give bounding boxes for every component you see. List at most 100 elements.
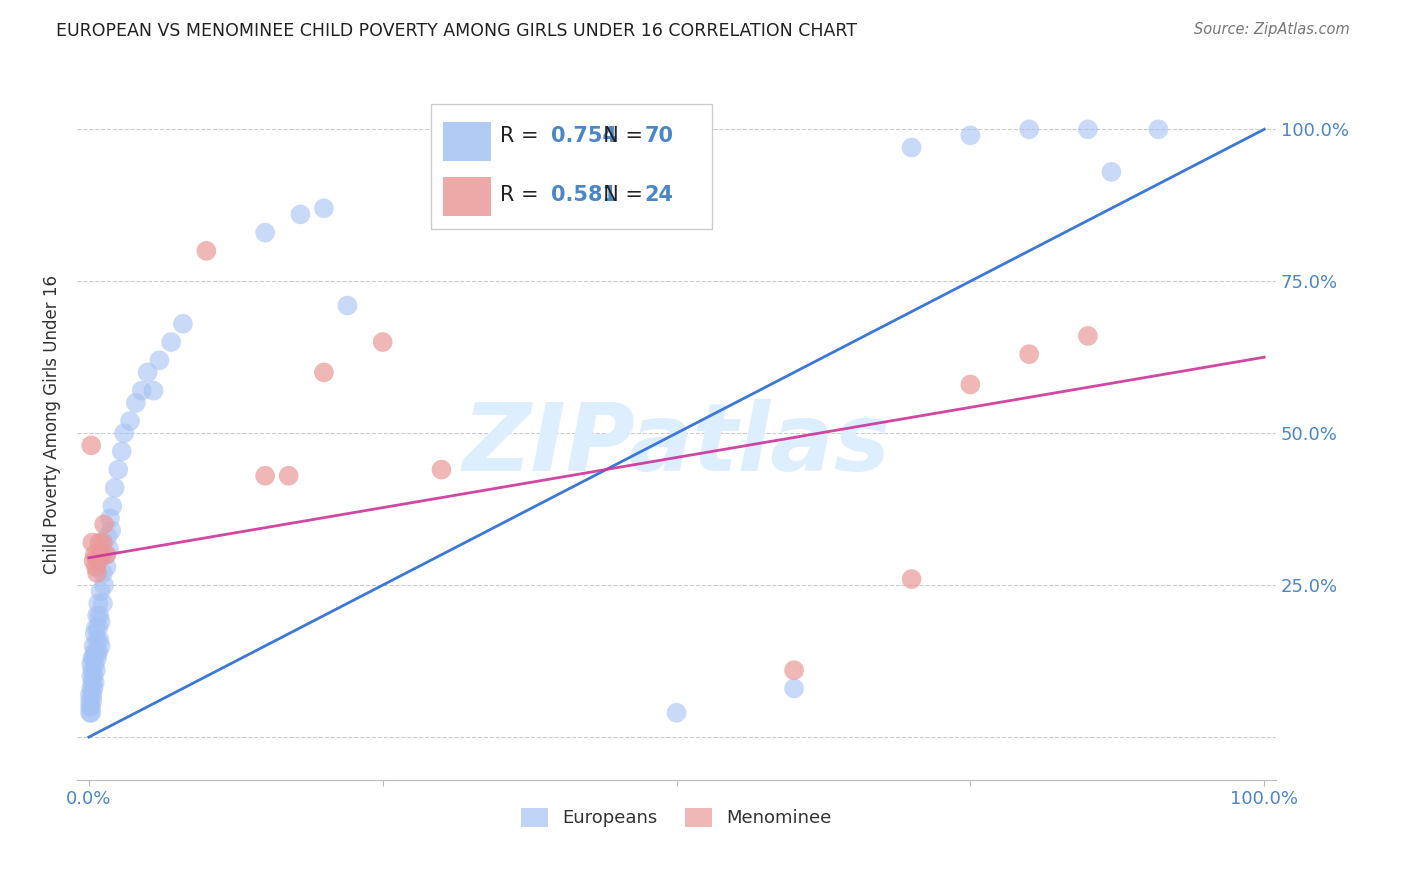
Point xyxy=(100,524,122,538)
Point xyxy=(91,535,114,549)
Point xyxy=(371,334,394,349)
Point xyxy=(84,645,107,659)
Text: EUROPEAN VS MENOMINEE CHILD POVERTY AMONG GIRLS UNDER 16 CORRELATION CHART: EUROPEAN VS MENOMINEE CHILD POVERTY AMON… xyxy=(56,22,858,40)
Point xyxy=(90,548,112,562)
Point xyxy=(87,596,110,610)
Point xyxy=(79,699,101,714)
Point xyxy=(125,396,148,410)
Point xyxy=(83,681,105,696)
Point xyxy=(93,578,115,592)
Point xyxy=(83,645,105,659)
Point xyxy=(86,608,108,623)
Point xyxy=(97,529,120,543)
Point xyxy=(80,681,103,696)
Text: 24: 24 xyxy=(644,186,673,205)
Point xyxy=(1018,122,1040,136)
Point xyxy=(1077,122,1099,136)
Point xyxy=(82,675,104,690)
Point xyxy=(900,140,922,154)
Point xyxy=(90,615,112,629)
Point xyxy=(101,499,124,513)
Point xyxy=(136,365,159,379)
Point xyxy=(783,663,806,677)
Text: 70: 70 xyxy=(644,126,673,146)
Point xyxy=(1147,122,1170,136)
Point xyxy=(142,384,165,398)
FancyBboxPatch shape xyxy=(443,177,491,216)
Point xyxy=(959,377,981,392)
Point xyxy=(79,693,101,707)
Point xyxy=(87,645,110,659)
Y-axis label: Child Poverty Among Girls Under 16: Child Poverty Among Girls Under 16 xyxy=(44,275,60,574)
Point xyxy=(84,663,107,677)
Point xyxy=(900,572,922,586)
Point xyxy=(148,353,170,368)
Point xyxy=(665,706,688,720)
Point xyxy=(160,334,183,349)
Point xyxy=(79,706,101,720)
Point xyxy=(82,651,104,665)
Point xyxy=(82,535,104,549)
Point xyxy=(277,468,299,483)
Point xyxy=(90,584,112,599)
Text: R =: R = xyxy=(501,186,546,205)
Point xyxy=(82,693,104,707)
Point xyxy=(83,669,105,683)
Point xyxy=(98,511,121,525)
Point xyxy=(90,548,112,562)
Point xyxy=(312,365,335,379)
Point xyxy=(107,463,129,477)
Point xyxy=(87,621,110,635)
Text: Source: ZipAtlas.com: Source: ZipAtlas.com xyxy=(1194,22,1350,37)
Text: N =: N = xyxy=(591,126,650,146)
Point xyxy=(83,675,105,690)
Point xyxy=(112,426,135,441)
Point xyxy=(79,688,101,702)
Point xyxy=(94,548,117,562)
Point xyxy=(430,463,453,477)
Point xyxy=(80,699,103,714)
Point xyxy=(86,566,108,580)
Point xyxy=(82,663,104,677)
FancyBboxPatch shape xyxy=(443,122,491,161)
Point xyxy=(336,299,359,313)
Point xyxy=(96,560,118,574)
Point xyxy=(82,688,104,702)
Point xyxy=(959,128,981,143)
Point xyxy=(80,669,103,683)
Point xyxy=(89,632,111,647)
Point xyxy=(89,535,111,549)
Point xyxy=(312,202,335,216)
Legend: Europeans, Menominee: Europeans, Menominee xyxy=(515,801,839,835)
Point xyxy=(84,621,107,635)
Point xyxy=(254,468,277,483)
Point xyxy=(93,517,115,532)
FancyBboxPatch shape xyxy=(430,104,713,228)
Point xyxy=(83,639,105,653)
Point xyxy=(86,651,108,665)
Point xyxy=(83,554,105,568)
Text: R =: R = xyxy=(501,126,546,146)
Point xyxy=(90,639,112,653)
Point xyxy=(111,444,134,458)
Point xyxy=(80,706,103,720)
Point xyxy=(83,657,105,672)
Point xyxy=(83,548,105,562)
Point xyxy=(87,554,110,568)
Text: N =: N = xyxy=(591,186,650,205)
Point xyxy=(96,548,118,562)
Point xyxy=(84,560,107,574)
Point xyxy=(1099,165,1122,179)
Point xyxy=(118,414,141,428)
Point xyxy=(104,481,127,495)
Point xyxy=(89,608,111,623)
Point xyxy=(86,632,108,647)
Point xyxy=(290,207,312,221)
Point xyxy=(1018,347,1040,361)
Point xyxy=(91,596,114,610)
Point xyxy=(783,681,806,696)
Point xyxy=(131,384,153,398)
Point xyxy=(97,541,120,556)
Point xyxy=(254,226,277,240)
Point xyxy=(172,317,194,331)
